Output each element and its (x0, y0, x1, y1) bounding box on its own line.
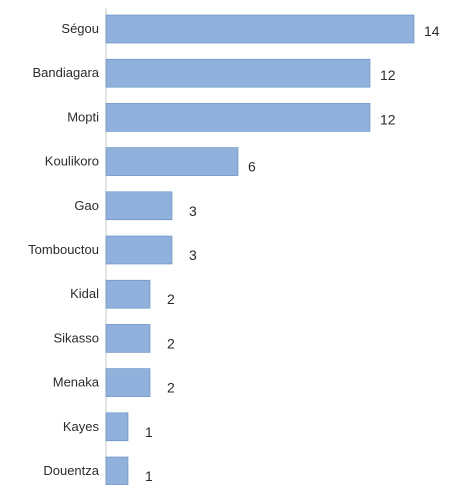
value-label: 3 (189, 247, 197, 263)
category-label: Koulikoro (45, 154, 99, 169)
bar-9 (105, 412, 129, 442)
bar-7 (105, 324, 151, 353)
bar-10 (105, 456, 129, 485)
category-label: Mopti (67, 109, 99, 124)
value-label: 12 (380, 67, 396, 83)
value-label: 1 (145, 424, 153, 440)
bar-0 (105, 14, 415, 44)
category-label: Kidal (70, 286, 99, 301)
value-label: 2 (167, 291, 175, 307)
value-label: 12 (380, 111, 396, 127)
category-label: Tombouctou (28, 242, 99, 257)
bar-1 (105, 58, 371, 88)
bar-8 (105, 368, 151, 397)
category-label: Menaka (53, 375, 100, 390)
category-label: Bandiagara (33, 65, 100, 80)
category-label: Ségou (61, 21, 99, 36)
bar-6 (105, 279, 151, 309)
bar-3 (105, 147, 239, 176)
category-label: Gao (74, 198, 99, 213)
category-label: Kayes (63, 419, 100, 434)
value-label: 3 (189, 203, 197, 219)
value-label: 14 (424, 23, 440, 39)
category-label: Sikasso (53, 330, 99, 345)
value-labels: 14 12 12 6 3 3 2 2 2 1 1 (145, 23, 440, 484)
bars-layer (105, 14, 415, 485)
category-label: Douentza (43, 463, 99, 478)
category-labels: Ségou Bandiagara Mopti Koulikoro Gao Tombouct… (28, 21, 100, 478)
bar-4 (105, 191, 173, 221)
bar-5 (105, 235, 173, 265)
value-label: 6 (248, 159, 256, 175)
bar-2 (105, 103, 371, 132)
value-label: 1 (145, 468, 153, 484)
value-label: 2 (167, 380, 175, 396)
value-label: 2 (167, 335, 175, 351)
